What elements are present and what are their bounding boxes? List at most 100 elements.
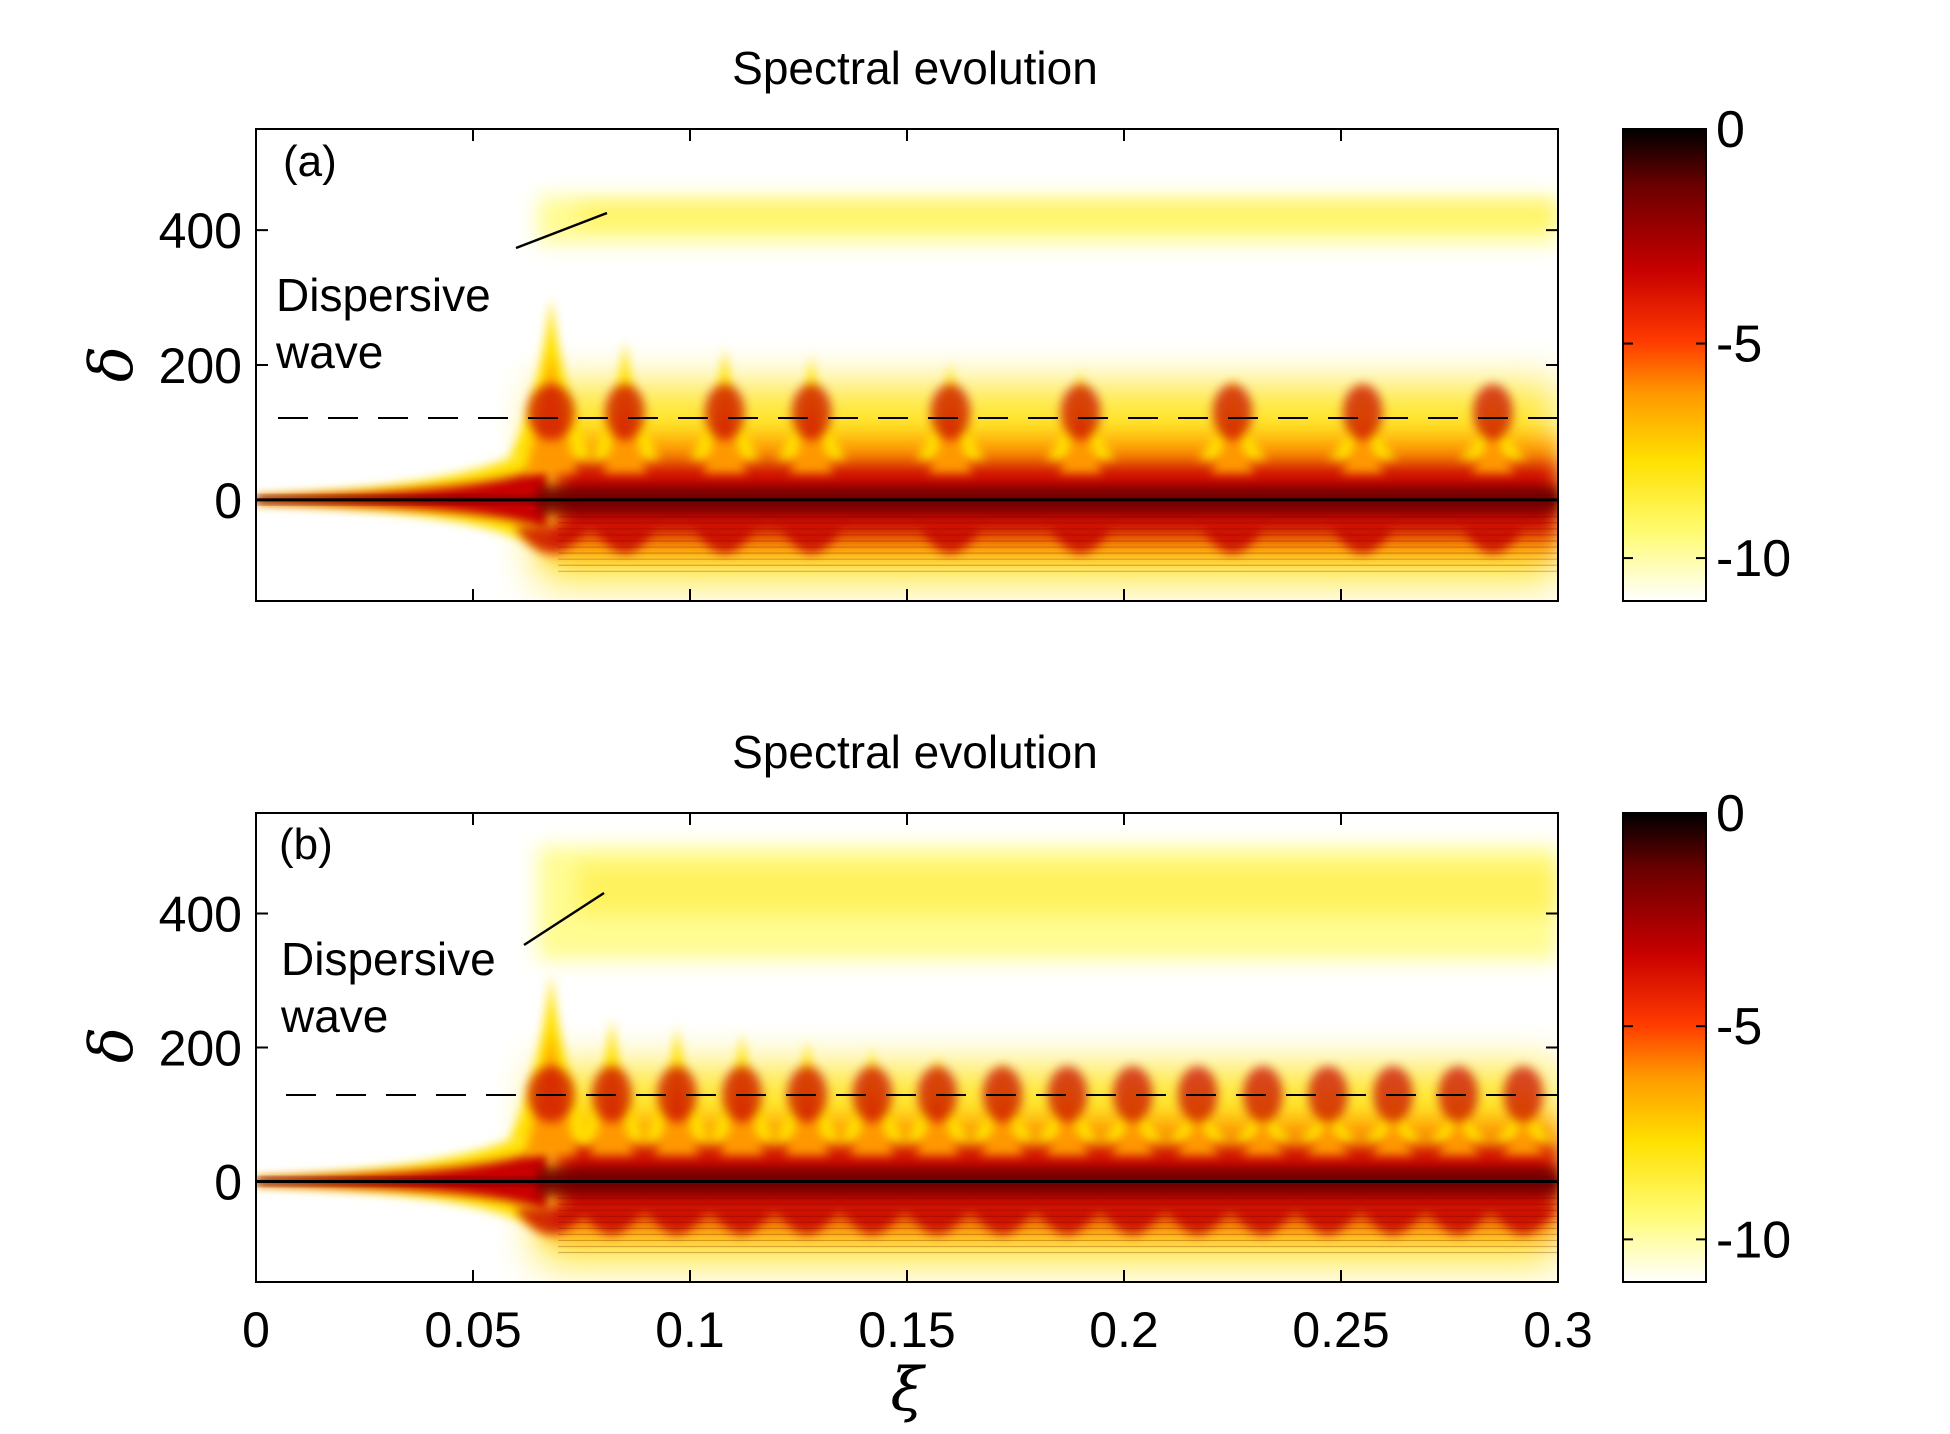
oscillation-hotspot-9 bbox=[1112, 1066, 1153, 1123]
oscillation-lobe-0 bbox=[514, 1208, 588, 1235]
panel-a-title: Spectral evolution bbox=[732, 42, 1098, 94]
oscillation-spike-core-7 bbox=[1340, 416, 1385, 473]
oscillation-lobe-7 bbox=[971, 1208, 1034, 1235]
oscillation-lobe-1 bbox=[594, 526, 656, 554]
panel-b-annotation-line2: wave bbox=[280, 990, 388, 1042]
oscillation-lobe-11 bbox=[1232, 1208, 1294, 1235]
colorbar-tick-label: 0 bbox=[1716, 785, 1745, 843]
panel-a-heat-layers bbox=[256, 196, 1558, 581]
oscillation-lobe-8 bbox=[1462, 526, 1524, 554]
x-tick-label: 0.25 bbox=[1292, 1302, 1389, 1358]
oscillation-lobe-6 bbox=[906, 1208, 969, 1235]
panel-b-xlabel: ξ bbox=[890, 1355, 926, 1425]
y-tick-label: 400 bbox=[159, 887, 242, 943]
oscillation-lobe-5 bbox=[841, 1208, 904, 1235]
y-tick-label: 200 bbox=[159, 338, 242, 394]
oscillation-lobe-15 bbox=[1492, 1208, 1555, 1235]
y-tick-label: 200 bbox=[159, 1021, 242, 1077]
soliton-core-line bbox=[256, 498, 1558, 502]
panel-b-heat-layers bbox=[256, 846, 1558, 1262]
x-tick-label: 0.05 bbox=[424, 1302, 521, 1358]
x-tick-label: 0.2 bbox=[1089, 1302, 1159, 1358]
oscillation-spike-core-8 bbox=[1045, 1100, 1090, 1155]
oscillation-spike-core-6 bbox=[915, 1090, 960, 1155]
oscillation-spike-core-15 bbox=[1501, 1113, 1546, 1155]
oscillation-hotspot-3 bbox=[791, 384, 832, 441]
colorbar-tick-label: -5 bbox=[1716, 316, 1762, 374]
oscillation-lobe-12 bbox=[1297, 1208, 1359, 1235]
panel-b: Spectral evolution 0 0.05 0.1 0.15 0.2 0.25 0.… bbox=[77, 726, 1791, 1425]
oscillation-lobe-5 bbox=[1049, 526, 1112, 554]
x-tick-label: 0.3 bbox=[1523, 1302, 1593, 1358]
panel-a-label: (a) bbox=[283, 137, 337, 186]
oscillation-lobe-14 bbox=[1427, 1208, 1489, 1235]
oscillation-hotspot-12 bbox=[1308, 1066, 1348, 1123]
panel-b-heatmap bbox=[256, 813, 1558, 1282]
colorbar-tick-label: -10 bbox=[1716, 530, 1791, 588]
dispersive-wave-band-core bbox=[578, 203, 1558, 225]
panel-b-dispersive-annotation: Dispersive wave bbox=[280, 891, 605, 1042]
y-tick-label: 0 bbox=[214, 473, 242, 529]
oscillation-lobe-3 bbox=[780, 526, 843, 554]
oscillation-spike-core-11 bbox=[1240, 1113, 1285, 1155]
oscillation-spike-core-8 bbox=[1470, 421, 1515, 473]
oscillation-hotspot-8 bbox=[1047, 1066, 1088, 1123]
oscillation-spike-core-6 bbox=[1210, 411, 1255, 473]
oscillation-lobe-10 bbox=[1166, 1208, 1229, 1235]
oscillation-lobe-3 bbox=[711, 1208, 773, 1235]
panel-b-colorbar-gradient bbox=[1622, 812, 1707, 1283]
panel-b-colorbar: 0 -5 -10 bbox=[1622, 785, 1791, 1283]
x-tick-label: 0.1 bbox=[655, 1302, 725, 1358]
oscillation-lobe-2 bbox=[646, 1208, 708, 1235]
panel-a-annotation-line1: Dispersive bbox=[276, 269, 491, 321]
oscillation-hotspot-2 bbox=[657, 1066, 697, 1123]
oscillation-hotspot-4 bbox=[930, 384, 971, 441]
oscillation-spike-core-14 bbox=[1436, 1113, 1481, 1155]
oscillation-lobe-0 bbox=[514, 526, 588, 554]
oscillation-spike-core-12 bbox=[1305, 1113, 1350, 1155]
panel-a-ylabel: δ bbox=[77, 346, 147, 382]
panel-a-ticks: 0 200 400 bbox=[159, 129, 1559, 601]
panel-a-heatmap bbox=[256, 129, 1558, 601]
oscillation-lobe-4 bbox=[776, 1208, 838, 1235]
colorbar-tick-label: -10 bbox=[1716, 1211, 1791, 1269]
panel-a-dispersive-annotation: Dispersive wave bbox=[275, 211, 608, 378]
oscillation-lobe-1 bbox=[581, 1208, 643, 1235]
dispersive-wave-band-core bbox=[578, 863, 1558, 915]
oscillation-hotspot-7 bbox=[1342, 384, 1383, 441]
oscillation-hotspot-2 bbox=[704, 384, 745, 441]
panel-a-colorbar-ticks: 0 -5 -10 bbox=[1623, 101, 1791, 588]
y-tick-label: 400 bbox=[159, 203, 242, 259]
oscillation-hotspot-6 bbox=[1212, 384, 1253, 441]
oscillation-hotspot-5 bbox=[852, 1066, 893, 1123]
panel-b-title: Spectral evolution bbox=[732, 726, 1098, 778]
x-tick-label: 0.15 bbox=[858, 1302, 955, 1358]
colorbar-tick-label: -5 bbox=[1716, 998, 1762, 1056]
oscillation-spike-core-13 bbox=[1371, 1113, 1416, 1155]
panel-b-ticks: 0 0.05 0.1 0.15 0.2 0.25 0.3 0 200 400 bbox=[159, 813, 1593, 1358]
colorbar-tick-label: 0 bbox=[1716, 101, 1745, 159]
panel-b-label: (b) bbox=[279, 820, 333, 869]
oscillation-spike-core-7 bbox=[980, 1095, 1025, 1155]
panel-a-colorbar: 0 -5 -10 bbox=[1622, 101, 1791, 602]
oscillation-lobe-2 bbox=[693, 526, 756, 554]
oscillation-spike-core-10 bbox=[1175, 1111, 1220, 1155]
oscillation-hotspot-8 bbox=[1473, 384, 1513, 441]
oscillation-lobe-6 bbox=[1201, 526, 1264, 554]
soliton-core-line bbox=[256, 1180, 1558, 1183]
x-tick-label: 0 bbox=[242, 1302, 270, 1358]
panel-b-annotation-line1: Dispersive bbox=[281, 933, 496, 985]
panel-a-colorbar-gradient bbox=[1622, 128, 1707, 602]
panel-a-annotation-line2: wave bbox=[275, 326, 383, 378]
oscillation-lobe-4 bbox=[919, 526, 982, 554]
panel-b-ylabel: δ bbox=[77, 1027, 147, 1063]
oscillation-hotspot-1 bbox=[605, 384, 645, 441]
panel-a-annotation-pointer bbox=[515, 211, 608, 250]
panel-b-colorbar-ticks: 0 -5 -10 bbox=[1623, 785, 1791, 1269]
oscillation-spike-core-9 bbox=[1110, 1105, 1155, 1155]
y-tick-label: 0 bbox=[214, 1155, 242, 1211]
oscillation-hotspot-5 bbox=[1060, 384, 1101, 441]
panel-b-annotation-pointer bbox=[523, 891, 605, 947]
oscillation-lobe-7 bbox=[1331, 526, 1394, 554]
